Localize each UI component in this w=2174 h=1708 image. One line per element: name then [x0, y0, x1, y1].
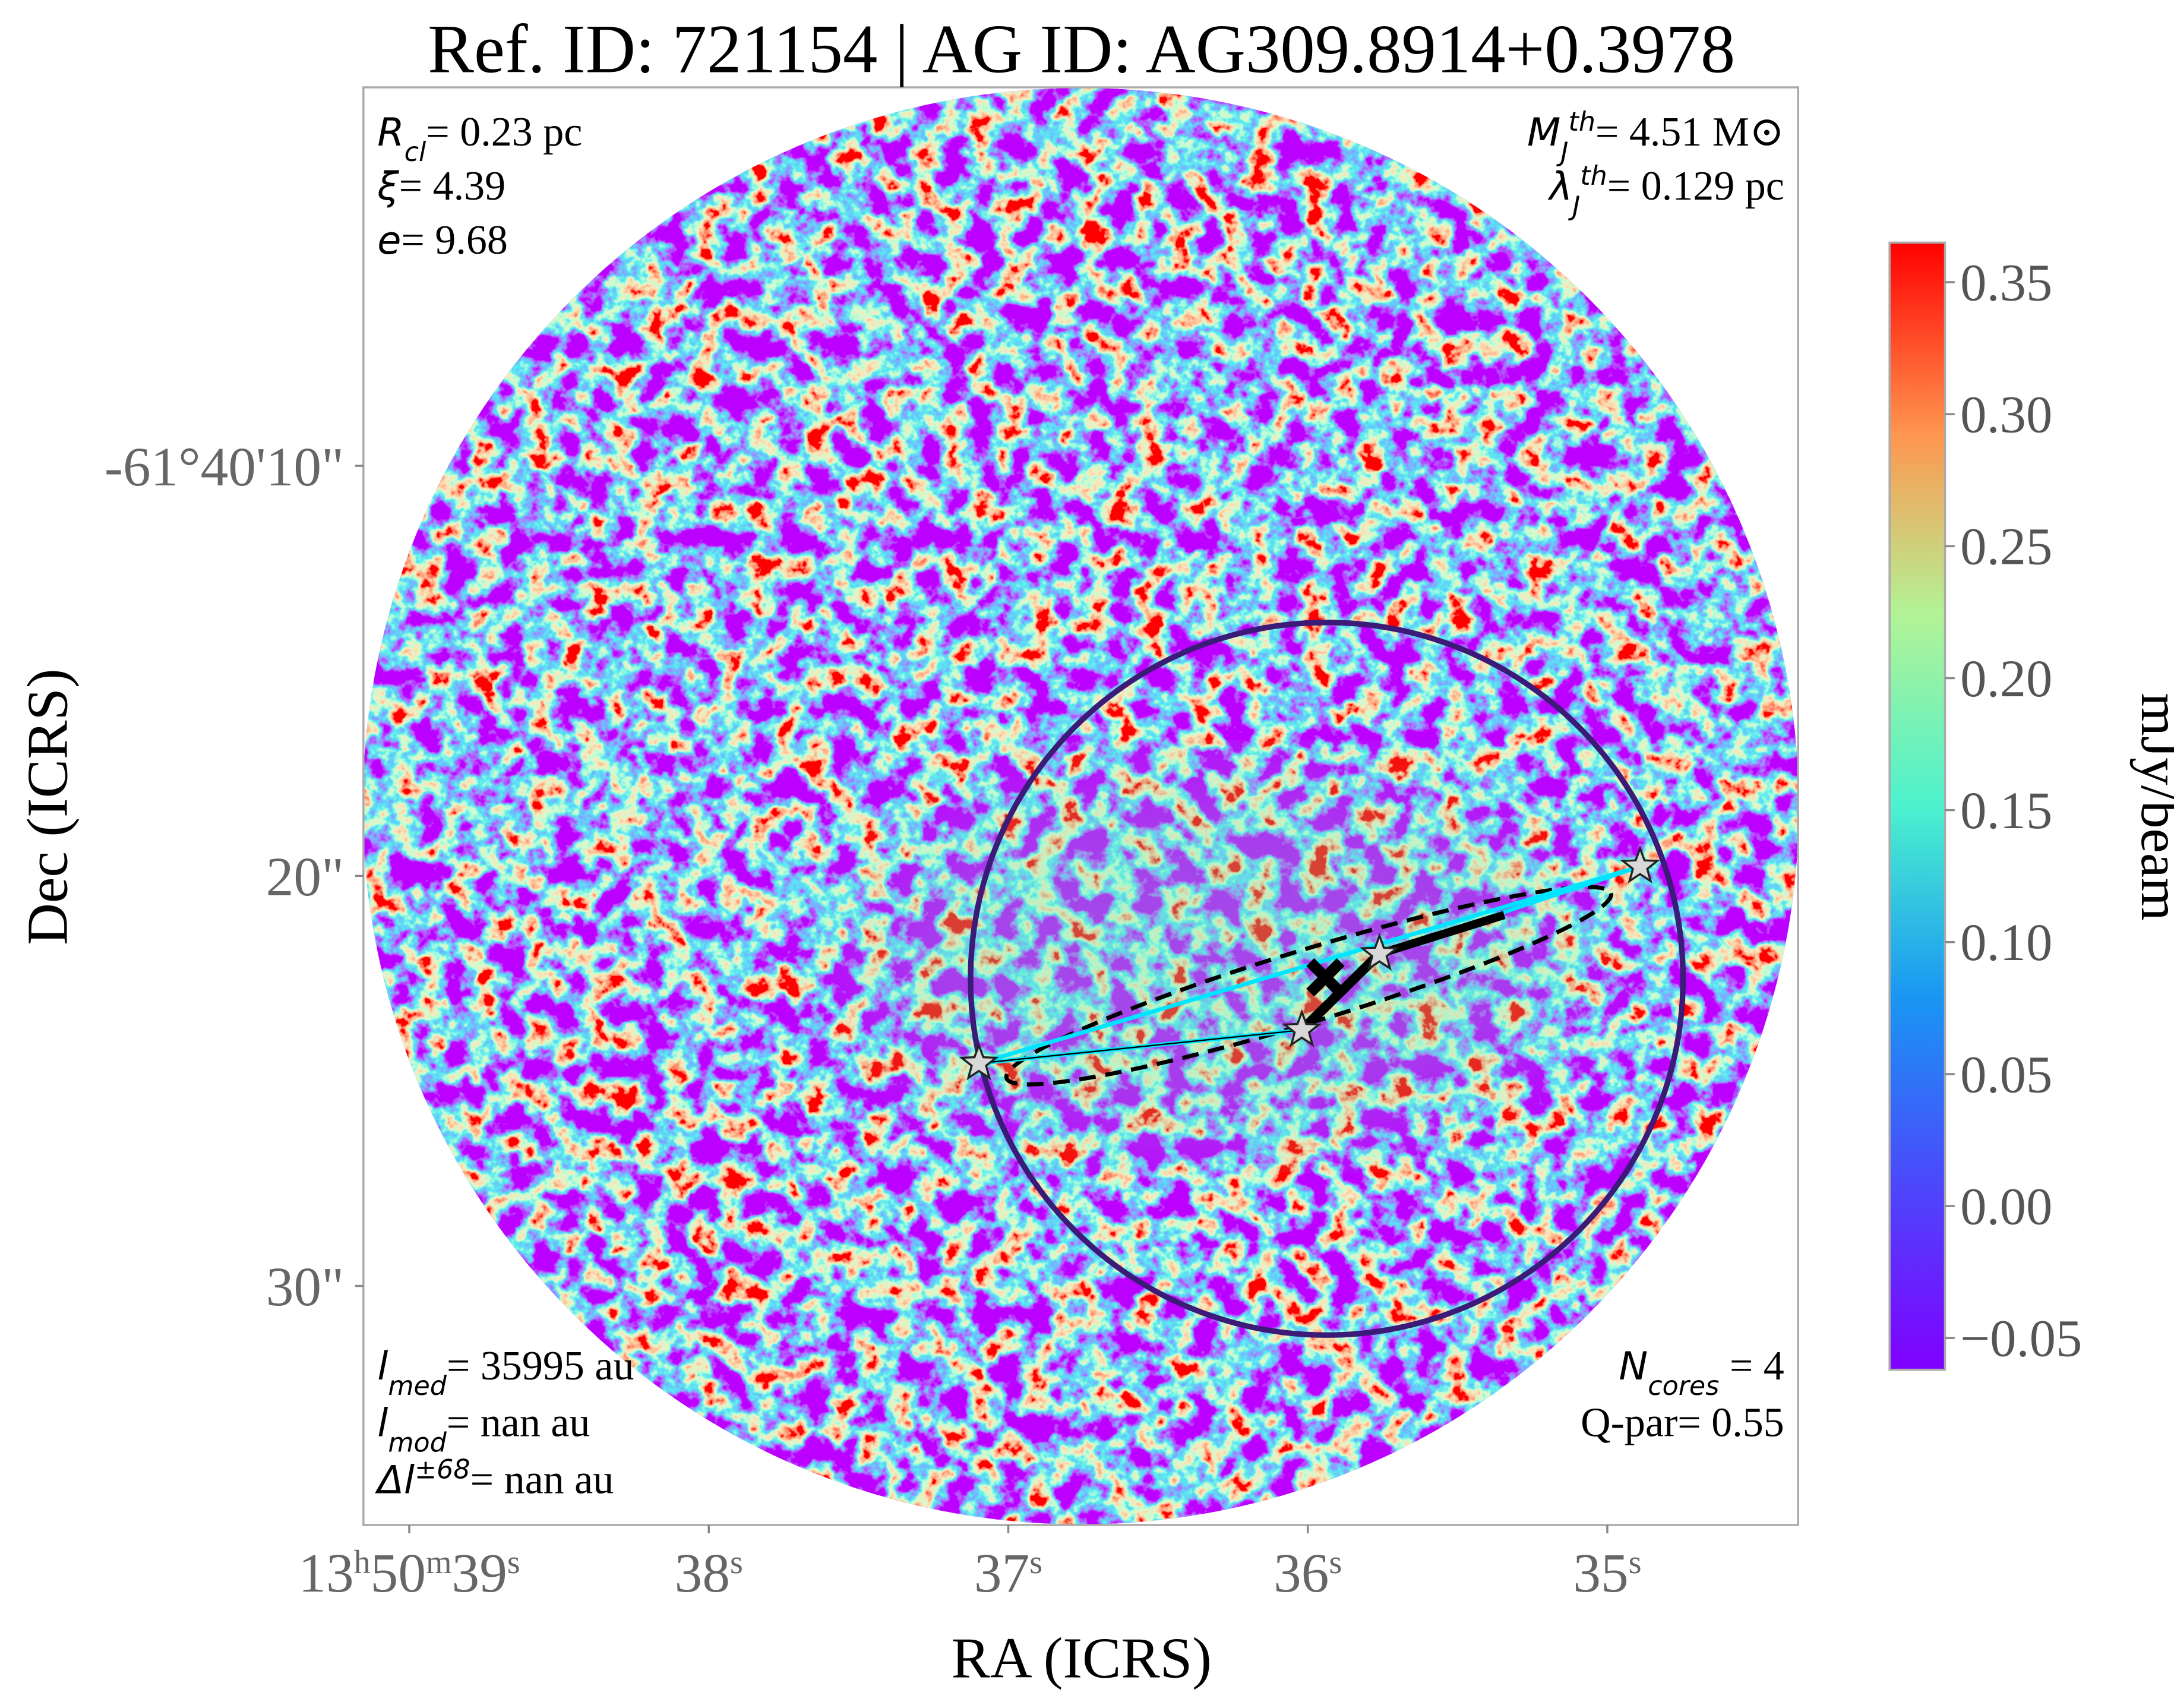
- x-tick-label: 37s: [974, 1543, 1042, 1604]
- mst-edge-main: [1378, 911, 1506, 958]
- annotation: lmod= nan au: [377, 1400, 590, 1458]
- x-tick-label-sup: h: [354, 1544, 371, 1581]
- y-tick-label: 30": [266, 1256, 344, 1318]
- colorbar-tick-label: 0.05: [1960, 1046, 2052, 1104]
- annotation-symbol: M: [1527, 110, 1560, 155]
- colorbar-tick-label: 0.25: [1960, 518, 2052, 576]
- x-tick-label-sup: m: [426, 1544, 452, 1581]
- annotation: Q-par= 0.55: [1581, 1400, 1784, 1446]
- core-star: [1359, 933, 1400, 971]
- colorbar-tick-label: 0.00: [1960, 1177, 2052, 1236]
- annotation-symbol: l: [377, 1401, 388, 1446]
- core-star: [959, 1042, 999, 1081]
- annotation-text: = nan au: [447, 1400, 590, 1446]
- annotation-text: = 4.51 M⊙: [1595, 109, 1784, 155]
- x-tick-label: 13h50m39s: [298, 1543, 520, 1604]
- annotation: Ncores = 4: [1619, 1343, 1784, 1401]
- x-tick-label: 36s: [1274, 1543, 1342, 1604]
- x-tick-label-part: 50: [371, 1543, 426, 1604]
- x-tick-label-part: 39: [452, 1543, 507, 1604]
- x-tick-label-sup: s: [1029, 1544, 1042, 1581]
- annotation-text: = 0.23 pc: [426, 109, 582, 155]
- annotation-sub: mod: [388, 1428, 447, 1458]
- x-tick-label: 35s: [1573, 1543, 1641, 1604]
- colorbar-tick-label: 0.15: [1960, 782, 2052, 840]
- annotation: MJth= 4.51 M⊙: [1527, 107, 1784, 168]
- annotation-symbol: l: [377, 1344, 388, 1389]
- x-tick-label-sup: s: [1629, 1544, 1642, 1581]
- annotation: Rcl= 0.23 pc: [377, 109, 582, 168]
- annotation: ξ= 4.39: [377, 163, 505, 209]
- annotation-text: = 4: [1719, 1343, 1784, 1389]
- annotation-text: Q-par= 0.55: [1581, 1400, 1784, 1446]
- fit-ellipse: [1004, 885, 1613, 1087]
- annotation-symbol: ξ: [377, 164, 399, 209]
- x-tick-label-part: 13: [298, 1543, 353, 1604]
- annotation-sub: cores: [1648, 1371, 1719, 1401]
- y-tick-label: 20": [266, 847, 344, 908]
- core-star: [1282, 1009, 1322, 1047]
- colorbar-tick-label: −0.05: [1960, 1310, 2082, 1368]
- x-tick-label-part: 38: [675, 1543, 730, 1604]
- clump-circle: [968, 620, 1686, 1338]
- x-tick-label-sup: s: [730, 1544, 743, 1581]
- annotation-symbol: λ: [1548, 164, 1573, 209]
- annotation-symbol: R: [377, 110, 404, 155]
- x-tick-label-part: 37: [974, 1543, 1029, 1604]
- intensity-map: [363, 88, 1799, 1524]
- y-axis-label: Dec (ICRS): [15, 668, 80, 945]
- x-tick-label-part: 36: [1274, 1543, 1329, 1604]
- annotation-sup: th: [1568, 107, 1595, 137]
- annotation: Δl±68= nan au: [374, 1454, 614, 1503]
- x-tick-label: 38s: [675, 1543, 743, 1604]
- annotation-text: = 4.39: [399, 163, 505, 209]
- centroid-marker: [1306, 958, 1345, 997]
- annotation-text: = 0.129 pc: [1607, 163, 1784, 209]
- annotation: λJth= 0.129 pc: [1548, 161, 1784, 222]
- y-tick-label: -61°40'10": [105, 437, 344, 498]
- plot-frame: [362, 86, 1799, 1526]
- chart-title: Ref. ID: 721154 | AG ID: AG309.8914+0.39…: [428, 11, 1735, 87]
- colorbar-tick-label: 0.10: [1960, 914, 2052, 972]
- x-axis-label: RA (ICRS): [951, 1627, 1211, 1691]
- colorbar-tick-label: 0.30: [1960, 386, 2052, 444]
- core-markers: [959, 845, 1660, 1081]
- mst-edge-outline: [978, 1029, 1302, 1065]
- x-tick-label-sup: s: [1329, 1544, 1342, 1581]
- x-tick-label-part: 35: [1573, 1543, 1628, 1604]
- annotation-text: = 9.68: [401, 217, 507, 263]
- colorbar-tick-label: 0.20: [1960, 650, 2052, 708]
- annotation-text: = 35995 au: [447, 1343, 634, 1389]
- annotation-sup: th: [1580, 161, 1607, 191]
- colorbar: [1888, 241, 1947, 1371]
- core-star: [1620, 845, 1660, 884]
- annotation-sub: med: [388, 1371, 447, 1401]
- annotation: e= 9.68: [377, 217, 508, 263]
- annotation-sub: cl: [405, 137, 426, 168]
- annotation: lmed= 35995 au: [377, 1343, 634, 1401]
- annotation-symbol: e: [377, 218, 401, 263]
- annotation-sup: ±68: [415, 1454, 470, 1485]
- annotation-symbol: Δl: [374, 1457, 415, 1502]
- x-tick-label-sup: s: [507, 1544, 520, 1581]
- annotation-text: = nan au: [470, 1457, 614, 1502]
- colorbar-tick-label: 0.35: [1960, 254, 2052, 312]
- annotation-symbol: N: [1619, 1344, 1648, 1389]
- colorbar-label: mJy/beam: [2129, 693, 2174, 921]
